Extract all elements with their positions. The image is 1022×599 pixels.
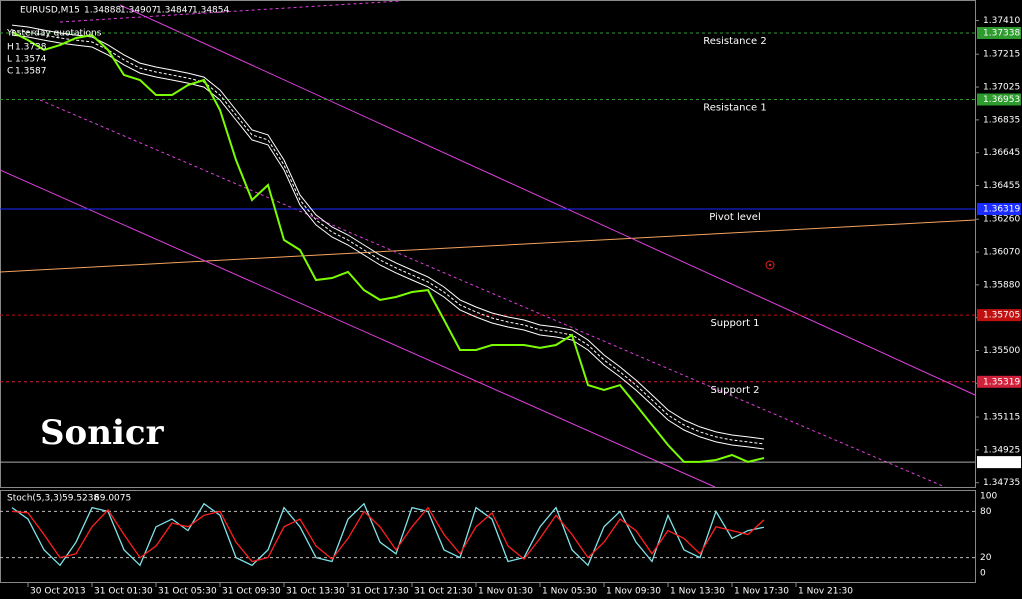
- watermark: Sonicr: [40, 413, 165, 453]
- y-tick-label: 1.36455: [983, 181, 1020, 191]
- series-line: [11, 506, 765, 563]
- y-tick-label: 1.37410: [983, 16, 1020, 26]
- series-line: [11, 29, 765, 445]
- level-name: Support 1: [710, 318, 759, 329]
- x-tick-label: 1 Nov 17:30: [734, 587, 789, 597]
- x-tick-label: 1 Nov 09:30: [606, 587, 661, 597]
- quote: 1.34847: [156, 6, 193, 16]
- info-title: Yesterday quotations: [6, 29, 102, 39]
- level-name: Resistance 2: [703, 36, 766, 47]
- x-tick-label: 31 Oct 21:30: [414, 587, 473, 597]
- level-value: 1.36953: [983, 95, 1020, 105]
- x-tick-label: 31 Oct 05:30: [158, 587, 217, 597]
- level-box: [977, 203, 1021, 216]
- y-tick-label: 1.36835: [983, 115, 1020, 125]
- y-tick-label: 0: [980, 569, 986, 579]
- x-tick-label: 1 Nov 21:30: [798, 587, 853, 597]
- main-frame: [0, 0, 976, 488]
- stoch-frame: [0, 490, 976, 583]
- info-label: H: [7, 43, 14, 53]
- level-value: 1.36319: [983, 205, 1020, 215]
- quote: 1.34907: [120, 6, 157, 16]
- marker-dot: [768, 263, 772, 267]
- trend-line: [0, 219, 976, 273]
- price-value: 1.34854: [983, 458, 1020, 468]
- stoch-main-value: 59.5238: [62, 494, 99, 504]
- quote: 1.34854: [192, 6, 229, 16]
- info-label: L: [7, 55, 12, 65]
- level-box: [977, 93, 1021, 106]
- series-line: [11, 31, 765, 463]
- marker: [765, 260, 775, 270]
- y-tick-label: 1.35500: [983, 346, 1020, 356]
- x-tick-label: 30 Oct 2013: [30, 587, 86, 597]
- x-tick-label: 1 Nov 01:30: [478, 587, 533, 597]
- symbol: EURUSD,M15: [20, 6, 80, 16]
- y-tick-label: 100: [980, 492, 997, 502]
- main-layer: [0, 24, 975, 463]
- y-tick-label: 1.37025: [983, 83, 1020, 93]
- quote: 1.34888: [84, 6, 121, 16]
- series-line: [11, 502, 765, 567]
- y-tick-label: 1.36645: [983, 148, 1020, 158]
- x-tick-label: 31 Oct 09:30: [222, 587, 281, 597]
- info-value: 1.3738: [15, 43, 47, 53]
- price-box: [977, 456, 1021, 469]
- stoch-title: Stoch(5,3,3): [7, 494, 62, 504]
- level-box: [977, 375, 1021, 388]
- level-value: 1.35319: [983, 377, 1020, 387]
- y-tick-label: 1.36260: [983, 215, 1020, 225]
- info-value: 1.3587: [15, 67, 47, 77]
- x-tick-label: 31 Oct 17:30: [350, 587, 409, 597]
- channel-lower: [0, 169, 716, 488]
- info-label: C: [7, 67, 13, 77]
- series-line: [11, 34, 765, 450]
- y-tick-label: 1.34735: [983, 478, 1020, 488]
- level-name: Resistance 1: [703, 102, 766, 113]
- level-box: [977, 26, 1021, 39]
- level-name: Pivot level: [709, 212, 761, 223]
- channel-upper: [119, 4, 976, 396]
- y-tick-label: 1.35115: [983, 413, 1020, 423]
- x-tick-label: 1 Nov 05:30: [542, 587, 597, 597]
- level-box: [977, 309, 1021, 322]
- x-tick-label: 31 Oct 01:30: [94, 587, 153, 597]
- y-tick-label: 80: [980, 507, 992, 517]
- channel-mid: [39, 99, 946, 488]
- level-value: 1.37338: [983, 28, 1020, 38]
- info-value: 1.3574: [15, 55, 47, 65]
- series-line: [11, 24, 765, 440]
- x-tick-label: 1 Nov 13:30: [670, 587, 725, 597]
- channel-top: [59, 0, 401, 23]
- y-tick-label: 20: [980, 553, 992, 563]
- level-name: Support 2: [710, 385, 759, 396]
- level-value: 1.35705: [983, 311, 1020, 321]
- stoch-signal-value: 69.0075: [94, 494, 131, 504]
- y-tick-label: 1.35880: [983, 280, 1020, 290]
- y-tick-label: 1.34925: [983, 445, 1020, 455]
- y-tick-label: 1.36070: [983, 248, 1020, 258]
- y-tick-label: 1.37215: [983, 50, 1020, 60]
- x-tick-label: 31 Oct 13:30: [286, 587, 345, 597]
